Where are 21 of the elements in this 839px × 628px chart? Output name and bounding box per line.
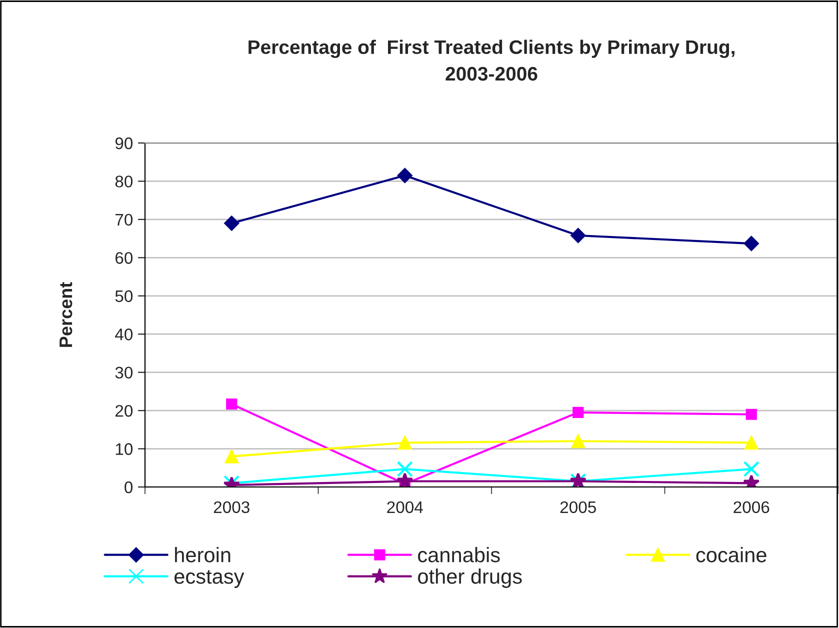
x-tick-label: 2004 [387,501,423,514]
chart-title: Percentage of First Treated Clients by Primary Drug, 2003-2006 [248,40,734,81]
legend-label: cocaine [696,547,766,562]
y-tick-label: 0 [124,481,133,494]
x-tick-label: 2005 [560,501,596,514]
y-axis-title: Percent [60,282,72,347]
y-tick-label: 90 [115,137,133,150]
x-tick-label: 2003 [214,501,250,514]
y-tick-label: 40 [115,328,133,340]
y-tick-label: 60 [116,252,133,264]
x-tick-label: 2006 [734,501,770,514]
y-tick-label: 10 [116,443,133,455]
y-tick-label: 50 [115,290,133,302]
y-tick-label: 20 [115,404,133,417]
y-tick-label: 80 [115,176,133,188]
legend-label: cannabis [418,547,500,562]
legend-label: ecstasy [174,570,244,588]
legend-label: heroin [175,547,230,562]
legend-label: other drugs [418,568,522,588]
y-tick-label: 30 [115,366,133,379]
y-tick-label: 70 [116,214,133,226]
